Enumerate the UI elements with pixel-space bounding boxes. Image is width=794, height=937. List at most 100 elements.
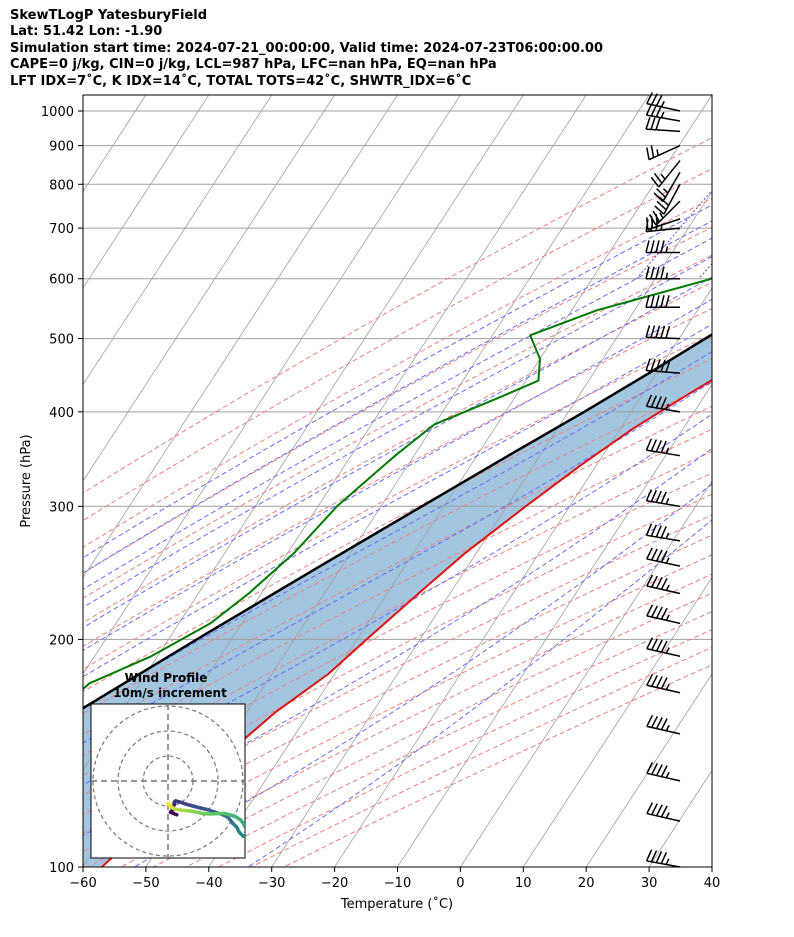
wind-barb-flag <box>645 849 653 862</box>
chart-title-block: SkewTLogP YatesburyField Lat: 51.42 Lon:… <box>10 8 603 90</box>
y-tick-label: 200 <box>49 633 74 648</box>
wind-barb-half-flag <box>665 812 670 819</box>
wind-barb-half-flag <box>665 724 670 732</box>
dry-adiabat <box>83 281 712 624</box>
wind-barb-flag <box>650 295 655 308</box>
x-tick-label: −60 <box>69 876 96 891</box>
isotherm-line <box>334 287 712 867</box>
wind-barb-flag <box>655 295 660 308</box>
wind-barb-flag <box>660 295 665 308</box>
wind-barb <box>654 183 681 215</box>
wind-barb-flag <box>665 325 671 339</box>
wind-barb-flag <box>646 574 654 587</box>
y-axis-label: Pressure (hPa) <box>19 434 34 527</box>
wind-barb-flag <box>645 295 650 308</box>
wind-barb-half-flag <box>665 532 670 539</box>
wind-barb-flag <box>655 490 662 503</box>
wind-barb-flag <box>655 717 663 729</box>
dry-adiabat <box>83 472 712 796</box>
wind-barb-flag <box>656 188 666 198</box>
parcel-profile <box>83 333 712 710</box>
wind-barb-flag <box>660 440 667 453</box>
mixing-ratio-line <box>750 95 794 279</box>
wind-barb-flag <box>646 714 654 727</box>
wind-barb-flag <box>660 718 668 731</box>
wind-barb-flag <box>645 325 651 338</box>
x-tick-label: −50 <box>132 876 159 891</box>
wind-barb-half-flag <box>662 188 669 194</box>
wind-barb-flag <box>655 606 663 619</box>
wind-barb <box>646 802 681 822</box>
y-tick-label: 1000 <box>41 105 74 120</box>
hodograph-trace <box>166 801 171 807</box>
wind-barb-half-flag <box>665 498 670 505</box>
wind-barb-flag <box>650 489 658 502</box>
simulation-time: Simulation start time: 2024-07-21_00:00:… <box>10 40 603 56</box>
wind-barb-flag <box>645 103 653 116</box>
x-tick-label: −40 <box>195 876 222 891</box>
wind-barb-flag <box>655 94 663 107</box>
wind-barb-flag <box>645 489 653 502</box>
dry-adiabat <box>83 514 712 835</box>
dry-adiabat <box>83 405 712 736</box>
stability-indices-1: CAPE=0 j/kg, CIN=0 j/kg, LCL=987 hPa, LF… <box>10 57 497 73</box>
wind-barb-flag <box>645 394 653 407</box>
wind-barb-flag <box>650 358 656 372</box>
moist-adiabat <box>83 276 712 629</box>
wind-barb-flag <box>650 548 658 561</box>
wind-barb-flag <box>655 764 663 776</box>
wind-barb-flag <box>655 525 662 538</box>
wind-barb <box>645 103 681 122</box>
wind-barb-half-flag <box>665 246 669 253</box>
y-tick-label: 800 <box>49 178 74 193</box>
wind-barb-flag <box>655 440 662 453</box>
wind-barb-half-flag <box>660 223 663 231</box>
wind-barb-flag <box>650 850 658 863</box>
wind-barb <box>645 394 681 413</box>
wind-barb <box>645 358 681 374</box>
wind-barb-flag <box>655 676 663 688</box>
wind-barb-flag <box>660 805 668 818</box>
wind-barb <box>646 547 681 567</box>
moist-adiabat <box>247 519 712 867</box>
wind-barb-flag <box>651 674 658 687</box>
moist-adiabat <box>83 381 712 744</box>
wind-barb-flag <box>660 607 668 620</box>
isotherm-line <box>83 95 461 675</box>
wind-barb <box>645 117 681 133</box>
wind-barb-flag <box>653 172 663 184</box>
wind-barb-flag <box>660 266 665 279</box>
wind-barb <box>653 171 681 203</box>
dry-adiabat <box>83 168 712 522</box>
wind-barb-flag <box>660 325 666 339</box>
isotherm-line <box>522 576 712 867</box>
wind-barb <box>646 604 681 625</box>
wind-barb-flag <box>650 117 656 130</box>
wind-barb-flag <box>645 266 650 279</box>
y-tick-label: 900 <box>49 140 74 155</box>
dewpoint-profile <box>83 277 712 691</box>
wind-barb <box>646 574 681 595</box>
wind-barb-flag <box>660 491 667 504</box>
wind-barb-half-flag <box>656 149 659 156</box>
isotherm-line <box>83 95 398 579</box>
isotherm-line <box>83 95 84 96</box>
wind-barb <box>646 714 681 735</box>
isotherm-line <box>83 95 273 386</box>
wind-barb-flag <box>660 852 668 864</box>
wind-barb-half-flag <box>665 272 669 279</box>
wind-barb-flag <box>651 763 658 775</box>
hodograph-subtitle: 10m/s increment <box>113 686 227 700</box>
moist-adiabat <box>83 323 712 678</box>
hodograph-trace <box>247 831 248 837</box>
wind-barb-flag <box>665 295 670 308</box>
y-tick-label: 100 <box>49 861 74 876</box>
wind-barb-flag <box>650 176 660 188</box>
wind-barb-half-flag <box>665 447 670 454</box>
wind-barb-flag <box>660 577 668 590</box>
wind-barb-half-flag <box>665 647 670 654</box>
wind-barb <box>646 673 681 694</box>
wind-barb-flag <box>645 117 651 130</box>
isotherm-line <box>711 866 712 867</box>
wind-barb <box>645 523 681 542</box>
